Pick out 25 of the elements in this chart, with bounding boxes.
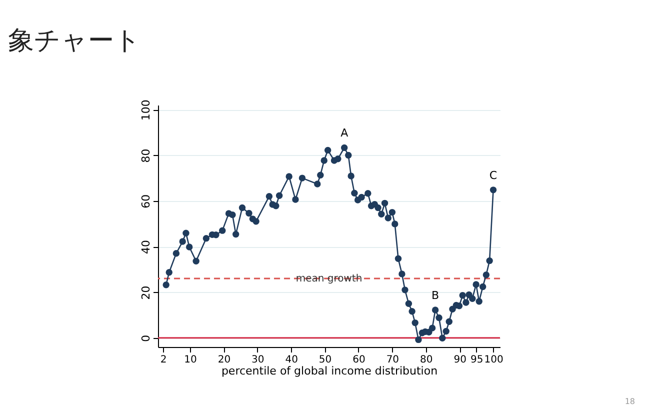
text: 18	[624, 397, 635, 406]
y-tick-label: 60	[140, 194, 152, 208]
x-tick-label: 70	[386, 354, 400, 366]
x-tick-label: 20	[218, 354, 231, 366]
x-tick-label: 60	[352, 354, 366, 366]
x-tick-label: 95	[470, 354, 484, 366]
x-tick-label: 30	[252, 354, 264, 366]
x-tick-label: 80	[420, 354, 433, 366]
annotation: B	[432, 289, 440, 302]
x-tick-label: 40	[285, 354, 298, 366]
y-tick-label: 100	[140, 100, 152, 121]
x-tick-label: 50	[318, 354, 332, 366]
x-tick-label: 90	[454, 354, 466, 366]
y-tick-label: 40	[140, 240, 152, 254]
y-tick-label: 0	[140, 334, 152, 342]
x-tick-label: 100	[484, 354, 504, 366]
x-tick-label: 2	[160, 354, 167, 366]
y-tick-label: 20	[140, 286, 152, 300]
annotation: A	[340, 126, 349, 140]
ref-line-label: mean growth	[296, 274, 362, 285]
x-tick-label: 10	[184, 354, 197, 366]
annotation: C	[489, 168, 498, 182]
x-axis-title: percentile of global income distribution	[221, 364, 438, 378]
y-tick-label: 80	[140, 148, 152, 163]
chart-title: 象チャート	[8, 26, 141, 56]
